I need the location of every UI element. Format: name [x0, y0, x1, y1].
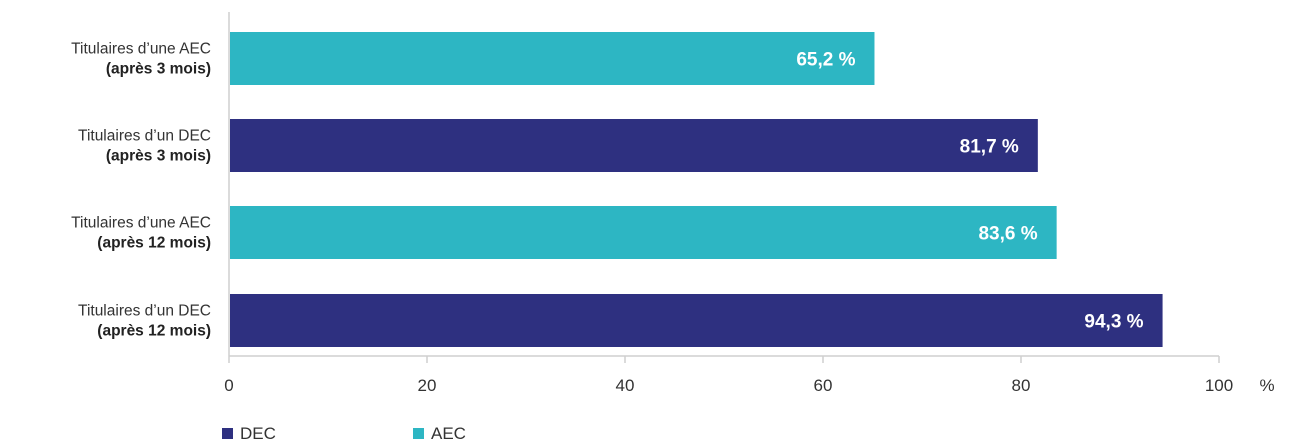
category-sublabel: (après 3 mois): [106, 61, 211, 78]
category-label: Titulaires d’un DEC: [78, 303, 211, 320]
category-sublabel: (après 12 mois): [97, 235, 211, 252]
x-unit-label: %: [1259, 376, 1274, 395]
legend-label: DEC: [240, 424, 276, 442]
legend-swatch: [222, 428, 233, 439]
data-label: 81,7 %: [960, 137, 1019, 158]
x-tick-label: 100: [1205, 376, 1233, 395]
x-tick-label: 80: [1012, 376, 1031, 395]
data-label: 94,3 %: [1084, 312, 1143, 333]
category-label: Titulaires d’un DEC: [78, 128, 211, 145]
data-label: 83,6 %: [978, 224, 1037, 245]
data-label: 65,2 %: [796, 50, 855, 71]
x-tick-label: 20: [418, 376, 437, 395]
category-sublabel: (après 3 mois): [106, 148, 211, 165]
category-label: Titulaires d’une AEC: [71, 215, 211, 232]
bar: [230, 206, 1057, 259]
x-tick-label: 60: [814, 376, 833, 395]
legend-label: AEC: [431, 424, 466, 442]
x-tick-label: 40: [616, 376, 635, 395]
x-tick-label: 0: [224, 376, 233, 395]
bar: [230, 294, 1163, 347]
legend-swatch: [413, 428, 424, 439]
legend: DEC AEC: [222, 424, 466, 442]
x-axis: 0 20 40 60 80 100%: [224, 12, 1275, 395]
bars: 65,2 % 81,7 % 83,6 % 94,3 %: [230, 32, 1163, 347]
category-labels: Titulaires d’une AEC (après 3 mois) Titula…: [71, 41, 211, 340]
bar: [230, 119, 1038, 172]
category-sublabel: (après 12 mois): [97, 323, 211, 340]
bar: [230, 32, 875, 85]
category-label: Titulaires d’une AEC: [71, 41, 211, 58]
